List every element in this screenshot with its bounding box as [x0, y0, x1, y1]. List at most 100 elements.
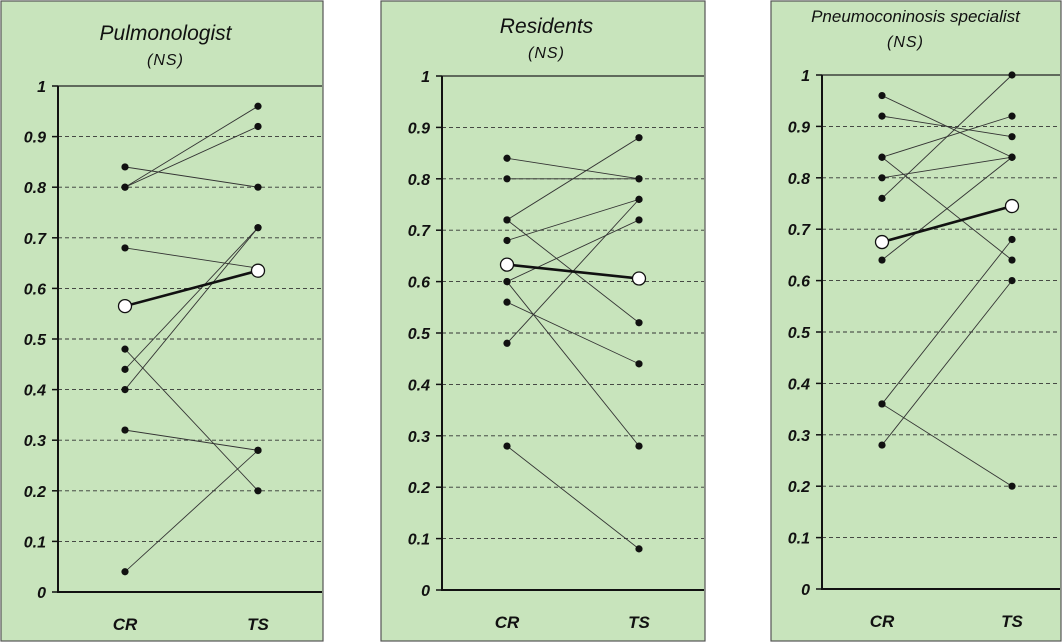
series-line	[881, 156, 1013, 261]
data-point-cr	[878, 112, 886, 120]
data-point-cr	[121, 365, 129, 373]
data-point-cr	[878, 256, 886, 264]
panel-subtitle: (NS)	[887, 34, 924, 51]
series-line	[124, 227, 259, 370]
x-category-label: TS	[628, 613, 650, 632]
series-line	[506, 445, 640, 550]
data-point-ts	[635, 175, 643, 183]
y-tick-label: 1	[801, 68, 810, 85]
data-point-ts	[1008, 235, 1016, 244]
y-tick-label: 0.9	[788, 119, 810, 136]
y-tick-label: 0.1	[788, 531, 810, 548]
data-point-ts	[254, 487, 262, 495]
y-tick-label: 0.7	[24, 231, 47, 248]
data-point-cr	[503, 236, 511, 245]
series-line	[124, 227, 259, 390]
y-tick-label: 0	[421, 583, 430, 600]
data-point-cr	[878, 174, 886, 182]
x-category-label: CR	[870, 612, 895, 631]
mean-point-cr	[499, 257, 515, 272]
series-line	[881, 74, 1013, 199]
data-point-cr	[503, 154, 511, 162]
data-point-ts	[635, 442, 643, 450]
data-point-ts	[254, 183, 262, 191]
data-point-cr	[503, 278, 511, 286]
y-tick-label: 0.8	[788, 171, 810, 188]
data-point-ts	[1008, 71, 1016, 79]
mean-line	[124, 269, 259, 308]
y-tick-label: 0.4	[408, 377, 430, 394]
data-point-ts	[635, 195, 643, 203]
series-line	[506, 301, 640, 365]
data-point-cr	[503, 339, 511, 347]
chart-panel-1: Pulmonologist (NS) 0 0.1 0.2 0.3 0.4 0.5 0.6 0.7 0…	[0, 0, 324, 642]
chart-panel-3: Pneumoconinosis specialist (NS) 0 0.1 0.2 0.3…	[770, 0, 1062, 642]
series-line	[124, 429, 259, 451]
data-point-cr	[878, 400, 886, 408]
data-point-cr	[121, 386, 129, 394]
y-tick-label: 0.1	[24, 534, 46, 551]
data-point-ts	[1008, 482, 1016, 490]
panel-title: Residents	[500, 15, 594, 38]
data-point-ts	[635, 360, 643, 368]
y-tick-label: 0.8	[24, 180, 46, 197]
data-point-ts	[254, 102, 262, 110]
x-category-label: TS	[247, 615, 269, 634]
mean-point-cr	[874, 234, 890, 250]
data-point-cr	[878, 91, 886, 100]
y-tick-label: 0.3	[788, 428, 810, 445]
panel-subtitle: (NS)	[528, 45, 565, 62]
series-line	[881, 239, 1013, 405]
y-tick-label: 0.3	[24, 433, 46, 450]
y-tick-label: 0.3	[408, 429, 430, 446]
data-point-cr	[878, 441, 886, 449]
data-point-ts	[635, 134, 643, 142]
y-tick-label: 0.6	[788, 274, 810, 291]
series-line	[124, 348, 259, 492]
data-point-ts	[635, 216, 643, 224]
y-tick-label: 0.4	[24, 383, 46, 400]
y-tick-label: 0.1	[408, 532, 430, 549]
data-point-cr	[121, 244, 129, 252]
x-category-label: CR	[495, 613, 520, 632]
y-tick-label: 0.4	[788, 376, 810, 393]
y-tick-label: 0	[801, 582, 810, 599]
series-line	[506, 219, 640, 283]
panel-title: Pneumoconinosis specialist	[811, 7, 1021, 26]
y-tick-label: 0.2	[24, 484, 46, 501]
series-line	[506, 157, 640, 180]
y-tick-label: 0.8	[408, 172, 430, 189]
data-point-ts	[635, 545, 643, 553]
series-line	[506, 198, 640, 241]
data-point-ts	[254, 446, 262, 454]
panel-background	[770, 0, 1062, 642]
data-point-ts	[1008, 153, 1016, 161]
series-line	[506, 281, 640, 447]
y-tick-label: 0.6	[408, 275, 430, 292]
data-point-ts	[635, 319, 643, 327]
data-point-cr	[503, 216, 511, 224]
series-line	[124, 449, 259, 573]
x-category-label: CR	[113, 615, 138, 634]
y-tick-label: 0.5	[788, 325, 811, 342]
mean-point-cr	[117, 298, 133, 314]
mean-line	[881, 204, 1013, 244]
series-line	[881, 156, 1013, 179]
mean-line	[506, 263, 640, 280]
series-line	[124, 166, 259, 188]
y-tick-label: 0.6	[24, 281, 46, 298]
data-point-cr	[503, 298, 511, 306]
data-point-ts	[254, 224, 262, 232]
data-point-ts	[1008, 256, 1016, 264]
data-point-cr	[121, 568, 129, 576]
y-tick-label: 1	[421, 69, 430, 86]
y-tick-label: 1	[37, 79, 46, 96]
series-line	[881, 280, 1013, 446]
y-tick-label: 0.7	[408, 223, 431, 240]
data-point-cr	[503, 175, 511, 183]
mean-point-ts	[250, 263, 266, 278]
data-point-cr	[878, 194, 886, 202]
data-point-ts	[1008, 112, 1016, 120]
y-tick-label: 0.2	[408, 480, 430, 497]
